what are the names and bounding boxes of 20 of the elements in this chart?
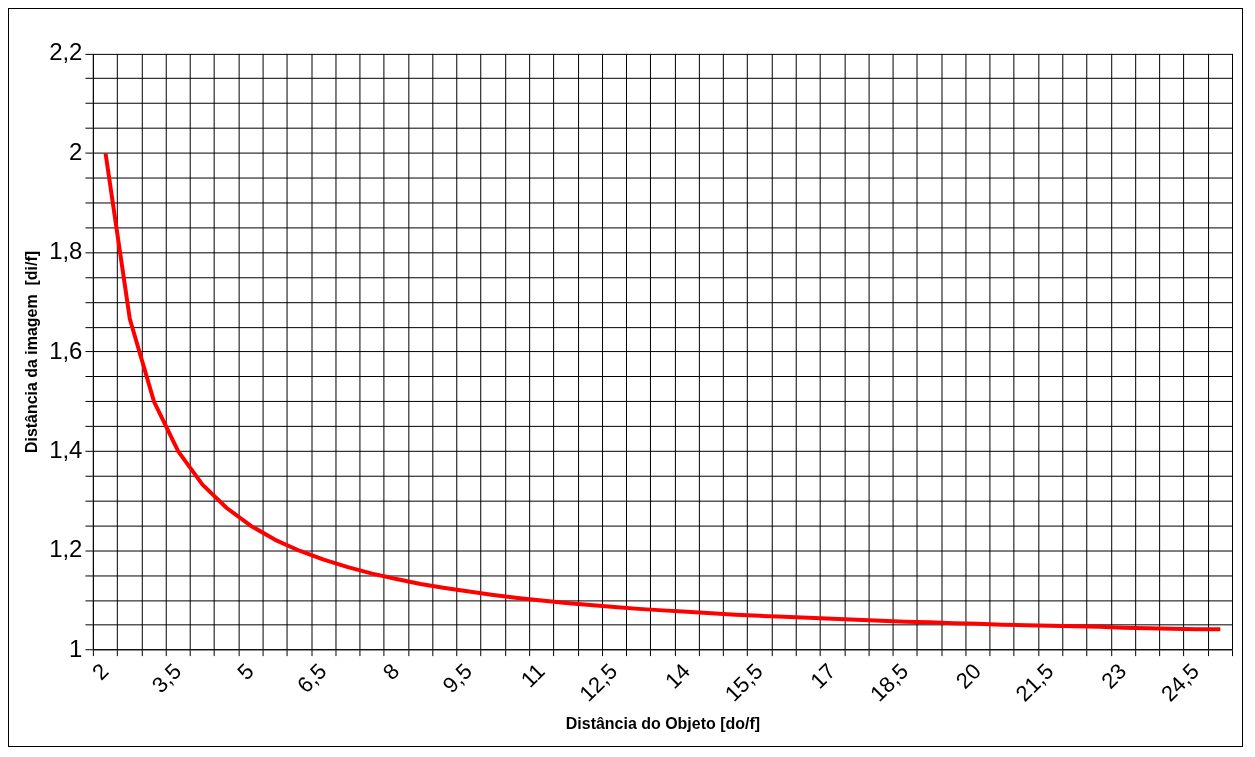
x-tick-label: 8 (377, 658, 405, 685)
x-tick-label: 20 (950, 658, 986, 694)
y-tick-label: 1,6 (49, 336, 83, 364)
y-tick-label: 1,4 (49, 435, 83, 463)
x-tick-label: 9,5 (437, 658, 477, 698)
x-tick-label: 14 (660, 658, 695, 694)
x-tick-label: 6,5 (292, 658, 332, 698)
y-tick-label: 1,8 (49, 237, 83, 265)
x-tick-label: 17 (805, 658, 841, 694)
x-tick-label: 3,5 (146, 658, 187, 698)
y-tick-label: 1,2 (49, 535, 83, 563)
x-tick-label: 5 (232, 658, 259, 685)
y-tick-label: 2,2 (49, 38, 83, 66)
x-tick-label: 23 (1096, 658, 1132, 694)
y-tick-label: 2 (69, 137, 83, 165)
x-axis-title: Distância do Objeto [do/f] (565, 714, 761, 732)
y-axis-title: Distância da imagem [di/f] (22, 250, 40, 453)
x-tick-label: 11 (515, 658, 550, 693)
y-tick-label: 1 (69, 634, 83, 662)
x-tick-label: 2 (87, 658, 114, 685)
